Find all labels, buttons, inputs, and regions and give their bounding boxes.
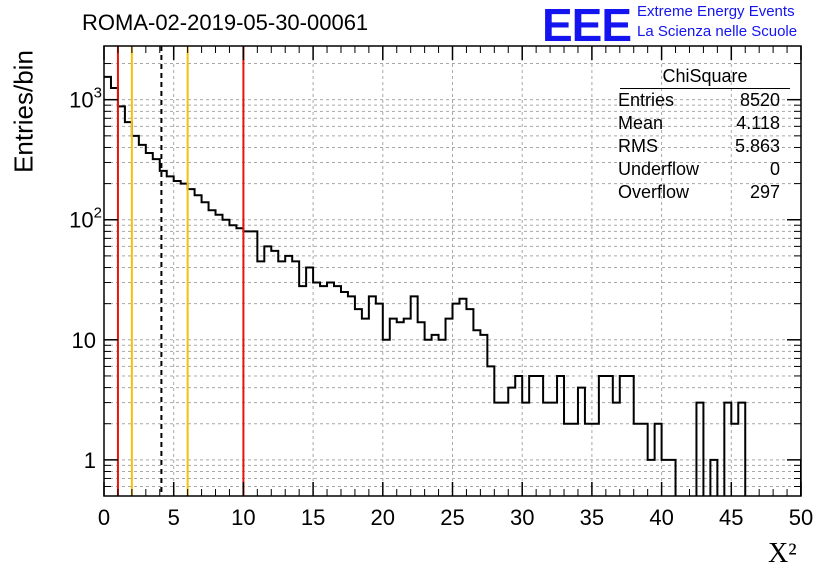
x-axis-label: X²	[768, 538, 797, 569]
x-tick-label: 35	[580, 505, 604, 530]
logo-line-1: Extreme Energy Events	[637, 3, 795, 20]
x-tick-label: 10	[231, 505, 255, 530]
stats-row-underflow: Underflow 0	[614, 158, 780, 181]
x-tick-label: 30	[510, 505, 534, 530]
stats-value: 5.863	[734, 136, 780, 156]
y-tick-label: 102	[69, 205, 102, 233]
stats-value: 8520	[739, 90, 780, 110]
y-tick-label: 1	[84, 448, 96, 473]
y-axis: 1 10 102 103	[69, 63, 801, 497]
stats-row-mean: Mean 4.118	[614, 112, 780, 135]
logo-line-2: La Scienza nelle Scuole	[637, 23, 798, 40]
x-tick-label: 5	[168, 505, 180, 530]
x-axis: 0 5 10 15 20 25 30 35 40 45 50	[98, 46, 813, 530]
x-tick-label: 50	[789, 505, 813, 530]
stats-title: ChiSquare	[620, 66, 790, 89]
stats-label: Underflow	[618, 159, 700, 179]
y-tick-label: 10	[72, 328, 96, 353]
eee-logo: EEE	[542, 0, 632, 51]
stats-row-overflow: Overflow 297	[614, 181, 780, 204]
y-axis-label: Entries/bin	[8, 50, 39, 173]
stats-label: Mean	[618, 113, 664, 133]
x-tick-label: 0	[98, 505, 110, 530]
stats-value: 4.118	[736, 113, 780, 133]
x-tick-label: 20	[371, 505, 395, 530]
x-tick-label: 40	[649, 505, 673, 530]
x-tick-label: 25	[440, 505, 464, 530]
x-tick-label: 45	[719, 505, 743, 530]
stats-value: 0	[769, 159, 780, 179]
histogram-series	[104, 75, 801, 496]
y-tick-label: 103	[69, 85, 102, 113]
histogram-line	[104, 75, 801, 496]
chart-title: ROMA-02-2019-05-30-00061	[82, 10, 369, 35]
stats-label: Overflow	[618, 182, 690, 202]
grid-lines	[104, 46, 801, 496]
stats-value: 297	[749, 182, 780, 202]
x-tick-label: 15	[301, 505, 325, 530]
stats-box: ChiSquare Entries 8520 Mean 4.118 RMS 5.…	[614, 66, 790, 204]
marker-lines	[116, 46, 245, 496]
stats-label: Entries	[618, 90, 675, 110]
stats-row-rms: RMS 5.863	[614, 135, 780, 158]
stats-label: RMS	[618, 136, 658, 156]
stats-row-entries: Entries 8520	[614, 89, 780, 112]
